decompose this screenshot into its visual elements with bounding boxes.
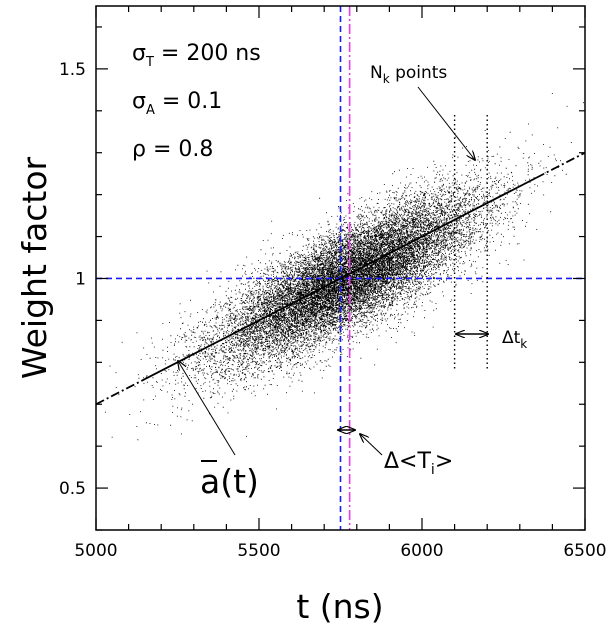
- y-tick-label: 0.5: [59, 479, 86, 499]
- chart-lines: [96, 6, 585, 530]
- x-tick-label: 6500: [563, 541, 606, 561]
- rho-annotation: ρ = 0.8: [132, 137, 213, 162]
- delta-t-annotation: Δtk: [502, 328, 527, 351]
- plot-frame: [95, 5, 586, 531]
- delta-T-arrow: [360, 434, 383, 456]
- x-tick-label: 5000: [74, 541, 117, 561]
- abar-arrow: [178, 361, 236, 456]
- y-tick-label: 1.5: [59, 60, 86, 80]
- x-tick-label: 5500: [237, 541, 280, 561]
- fit-line-left-extension: [96, 378, 146, 406]
- sigma-a-annotation: σA = 0.1: [132, 89, 222, 118]
- delta-T-annotation: Δ<Ti>: [384, 449, 453, 478]
- fit-line-right-extension: [535, 151, 585, 179]
- sigma-t-annotation: σT = 200 ns: [132, 41, 261, 70]
- n-points-arrow: [417, 86, 475, 160]
- x-tick-label: 6000: [400, 541, 443, 561]
- y-tick-label: 1: [75, 269, 86, 289]
- fit-line: [144, 177, 537, 380]
- svg-text:a(t): a(t): [200, 462, 259, 501]
- tick-labels: 5000 5500 6000 6500 0.5 1 1.5: [59, 60, 607, 561]
- scatter-point-cloud: [105, 93, 584, 441]
- y-axis-title: Weight factor: [15, 157, 54, 380]
- n-points-annotation: Nk points: [370, 63, 447, 86]
- chart-axes: [95, 5, 586, 531]
- scatter-points: [105, 93, 584, 441]
- abar-annotation: a(t): [200, 460, 259, 501]
- x-axis-title: t (ns): [296, 587, 383, 626]
